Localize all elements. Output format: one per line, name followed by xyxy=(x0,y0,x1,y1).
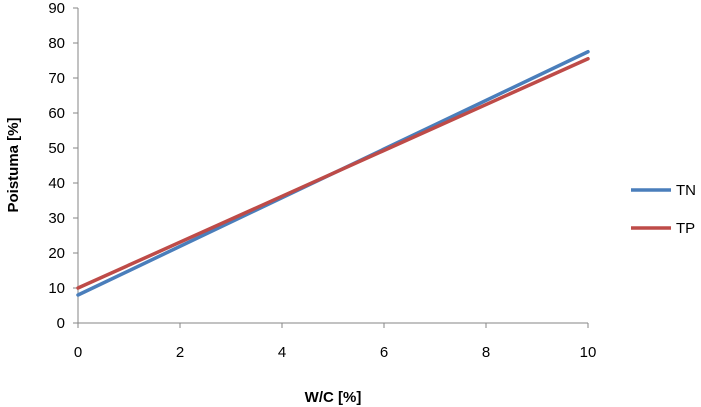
y-tick-label: 30 xyxy=(48,210,65,227)
x-axis-title: W/C [%] xyxy=(305,389,362,406)
axes: 0 10 20 30 40 50 60 70 80 90 0 2 4 6 8 10 xyxy=(48,0,596,361)
y-tick-label: 0 xyxy=(57,315,65,332)
y-tick-label: 50 xyxy=(48,140,65,157)
y-tick-label: 20 xyxy=(48,245,65,262)
y-axis-title: Poistuma [%] xyxy=(5,117,22,212)
legend: TN TP xyxy=(631,182,696,237)
x-tick-label: 6 xyxy=(380,344,388,361)
x-tick-label: 10 xyxy=(580,344,597,361)
x-tick-label: 0 xyxy=(74,344,82,361)
y-tick-label: 90 xyxy=(48,0,65,17)
y-tick-label: 10 xyxy=(48,280,65,297)
x-tick-label: 8 xyxy=(482,344,490,361)
x-tick-label: 4 xyxy=(278,344,286,361)
legend-label-tp: TP xyxy=(676,220,695,237)
legend-label-tn: TN xyxy=(676,182,696,199)
y-tick-label: 70 xyxy=(48,70,65,87)
y-tick-label: 60 xyxy=(48,105,65,122)
y-tick-label: 80 xyxy=(48,35,65,52)
series-layer xyxy=(76,50,590,297)
series-line-tp xyxy=(76,57,590,290)
y-tick-label: 40 xyxy=(48,175,65,192)
x-tick-label: 2 xyxy=(176,344,184,361)
